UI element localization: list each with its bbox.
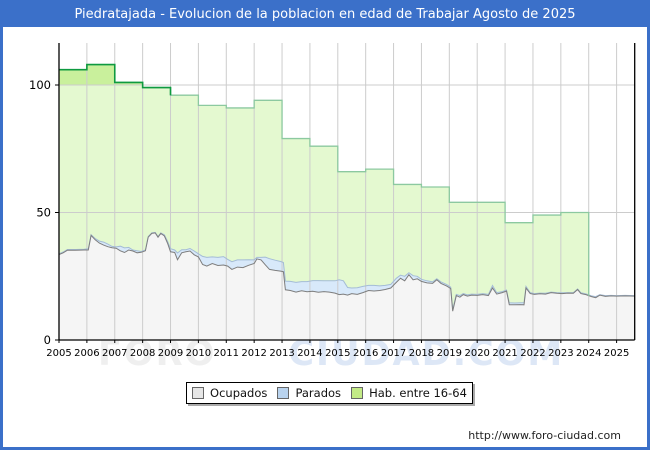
x-tick-label: 2010 [186,348,211,359]
legend-label-ocupados: Ocupados [210,386,268,400]
x-tick-label: 2025 [604,348,629,359]
legend-item-hab: Hab. entre 16-64 [351,386,467,400]
title-bar: Piedratajada - Evolucion de la poblacion… [3,3,647,27]
x-tick-label: 2017 [381,348,406,359]
legend-label-hab: Hab. entre 16-64 [369,386,467,400]
x-tick-label: 2013 [269,348,294,359]
x-tick-label: 2024 [576,348,601,359]
x-tick-label: 2006 [74,348,99,359]
x-tick-label: 2007 [102,348,127,359]
legend-item-parados: Parados [277,386,341,400]
x-tick-label: 2011 [214,348,239,359]
legend-label-parados: Parados [295,386,342,400]
x-tick-label: 2009 [158,348,183,359]
parados-swatch-icon [277,387,290,399]
x-tick-label: 2021 [492,348,517,359]
x-tick-label: 2015 [325,348,350,359]
x-tick-label: 2022 [520,348,545,359]
watermark-part1: FORO [98,334,217,374]
x-tick-label: 2016 [353,348,378,359]
site-url[interactable]: http://www.foro-ciudad.com [468,429,621,442]
legend-box: Ocupados Parados Hab. entre 16-64 [186,382,473,404]
watermark-part2: CIUDAD.COM [288,334,565,374]
x-tick-label: 2018 [409,348,434,359]
ocupados-line [58,232,635,312]
hab-swatch-icon [351,387,364,399]
ocupados-swatch-icon [192,387,205,399]
y-tick-label: 0 [44,333,51,347]
x-tick-label: 2014 [297,348,322,359]
x-tick-label: 2012 [241,348,266,359]
y-tick-label: 50 [36,206,51,220]
hab-line-dark [59,63,172,96]
y-tick-label: 100 [29,78,51,92]
ocupados-area [59,232,635,340]
x-tick-label: 2020 [464,348,489,359]
x-tick-label: 2008 [130,348,155,359]
chart-title: Piedratajada - Evolucion de la poblacion… [74,7,576,22]
x-tick-label: 2023 [548,348,573,359]
x-tick-label: 2019 [437,348,462,359]
legend-item-ocupados: Ocupados [192,386,267,400]
chart-canvas: 2005 2006 2007 2008 2009 2010 2011 2012 2013 2014… [29,43,636,359]
watermark: FORO CIUDAD.COM [98,334,564,374]
x-tick-label: 2005 [46,348,71,359]
